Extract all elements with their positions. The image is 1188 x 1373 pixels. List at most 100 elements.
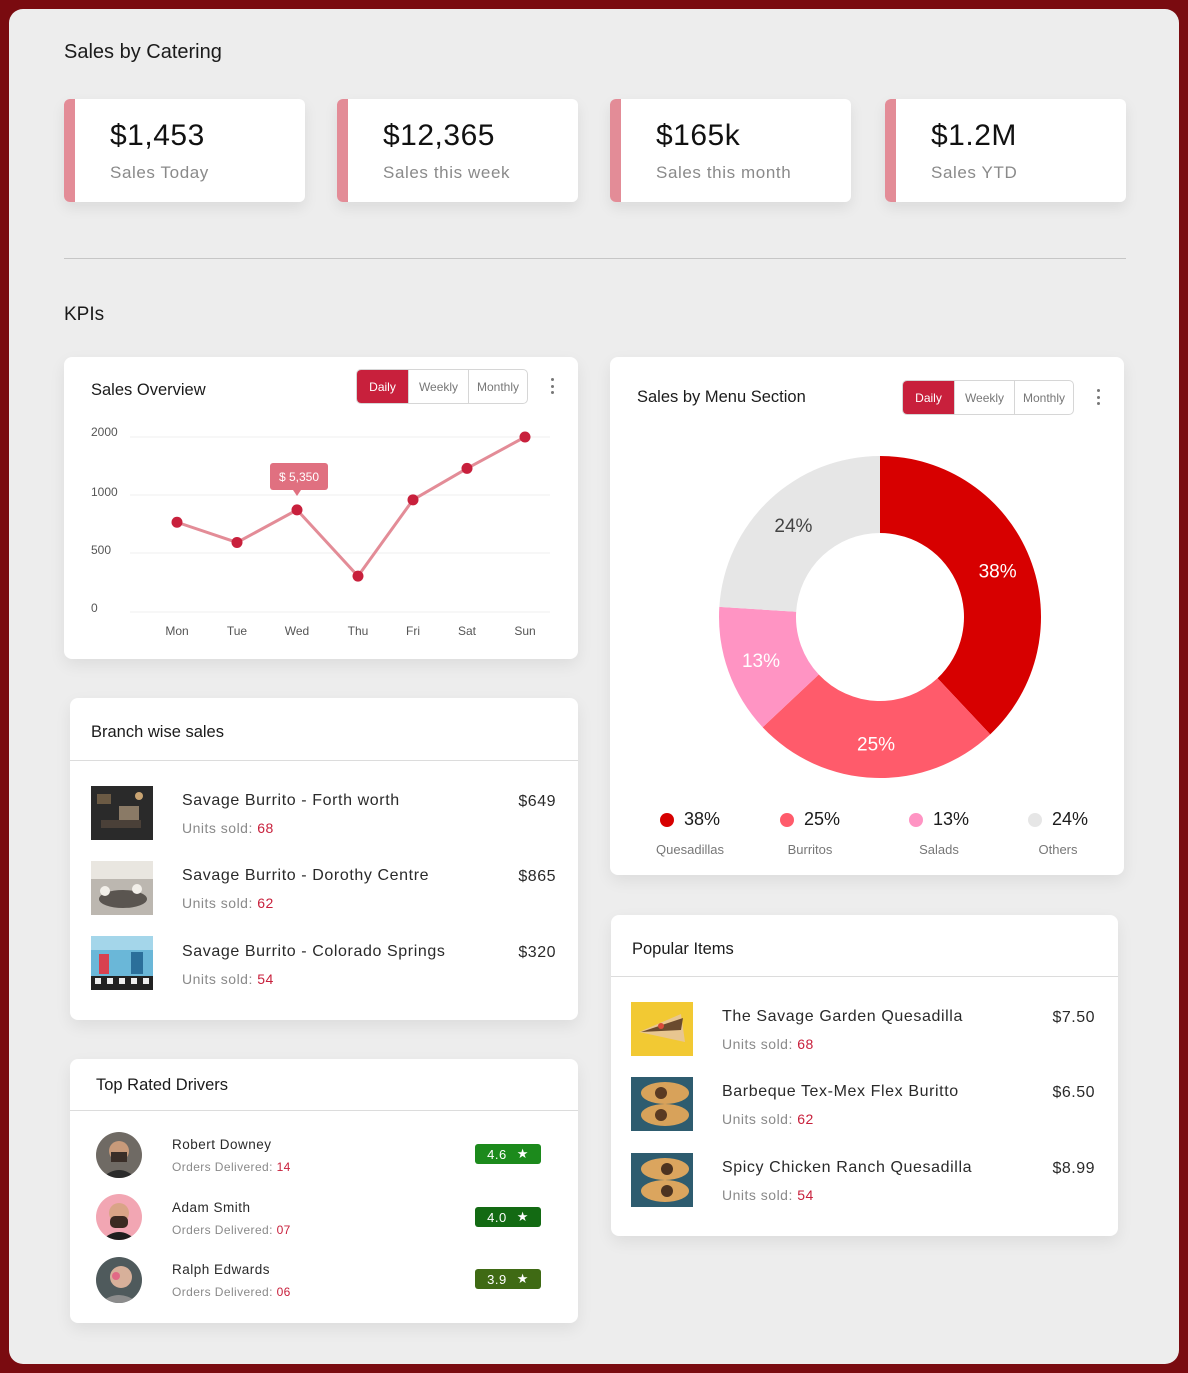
- driver-orders: Orders Delivered: 06: [172, 1285, 291, 1299]
- slice-label: 25%: [857, 734, 895, 755]
- branch-units: Units sold: 68: [182, 820, 274, 836]
- page-title: Sales by Catering: [64, 41, 222, 63]
- avatar: [96, 1194, 142, 1240]
- x-tick-label: Mon: [165, 624, 188, 638]
- y-tick-label: 2000: [91, 425, 118, 439]
- data-point: [407, 494, 419, 506]
- item-price: $7.50: [1052, 1009, 1095, 1026]
- stat-card-sales-today[interactable]: $1,453 Sales Today: [64, 99, 305, 202]
- item-name: The Savage Garden Quesadilla: [722, 1008, 963, 1025]
- rating-badge: 4.6 ★: [475, 1144, 541, 1164]
- legend-label: Others: [1038, 841, 1078, 857]
- driver-orders: Orders Delivered: 14: [172, 1160, 291, 1174]
- x-tick-label: Wed: [285, 624, 309, 638]
- drivers-card: Top Rated Drivers Robert Downey Orders D…: [70, 1059, 578, 1323]
- avatar: [96, 1257, 142, 1303]
- item-units: Units sold: 54: [722, 1187, 814, 1203]
- legend-label: Burritos: [787, 841, 833, 857]
- stat-accent-bar: [610, 99, 621, 202]
- stat-value: $1,453: [110, 119, 205, 152]
- branch-name: Savage Burrito - Colorado Springs: [182, 943, 446, 960]
- more-options-icon[interactable]: [1097, 389, 1101, 405]
- data-point: [291, 504, 303, 516]
- stat-label: Sales this month: [656, 163, 792, 182]
- item-thumbnail: [631, 1002, 693, 1056]
- data-point: [519, 431, 531, 443]
- x-tick-label: Sun: [514, 624, 535, 638]
- legend-item: 13% Salads: [884, 809, 994, 857]
- tab-weekly[interactable]: Weekly: [954, 381, 1014, 414]
- slice-label: 38%: [979, 561, 1017, 582]
- tab-daily[interactable]: Daily: [903, 381, 954, 414]
- slice-label: 24%: [774, 516, 812, 537]
- rating-badge: 4.0 ★: [475, 1207, 541, 1227]
- tooltip-box: [270, 463, 328, 490]
- legend-dot-icon: [908, 812, 923, 827]
- stat-card-sales-week[interactable]: $12,365 Sales this week: [337, 99, 578, 202]
- stat-card-sales-month[interactable]: $165k Sales this month: [610, 99, 851, 202]
- sales-overview-card: Sales Overview Daily Weekly Monthly 2000…: [64, 357, 578, 659]
- x-tick-label: Tue: [227, 624, 248, 638]
- x-tick-label: Fri: [406, 624, 420, 638]
- legend-label: Quesadillas: [656, 841, 724, 857]
- tab-monthly[interactable]: Monthly: [1014, 381, 1073, 414]
- driver-name: Ralph Edwards: [172, 1262, 271, 1277]
- card-divider: [70, 760, 578, 761]
- more-options-icon[interactable]: [551, 378, 555, 394]
- driver-name: Robert Downey: [172, 1137, 272, 1152]
- legend-value: 25%: [803, 809, 841, 829]
- donut-slice: [719, 606, 819, 728]
- legend-item: 38% Quesadillas: [635, 809, 745, 857]
- legend-dot-icon: [659, 812, 674, 827]
- legend-label: Salads: [919, 841, 959, 857]
- item-thumbnail: [631, 1153, 693, 1207]
- branch-price: $649: [518, 793, 556, 810]
- donut-slice: [719, 456, 880, 612]
- item-price: $6.50: [1052, 1084, 1095, 1101]
- legend-dot-icon: [1027, 812, 1042, 827]
- stat-value: $1.2M: [931, 119, 1017, 152]
- popular-items-card: Popular Items The Savage Garden Quesadil…: [611, 915, 1118, 1236]
- branch-thumbnail: [91, 786, 153, 840]
- card-divider: [70, 1110, 578, 1111]
- tab-monthly[interactable]: Monthly: [468, 370, 527, 403]
- y-tick-label: 1000: [91, 485, 118, 499]
- tab-daily[interactable]: Daily: [357, 370, 408, 403]
- legend-value: 38%: [683, 809, 721, 829]
- donut-slice: [762, 674, 991, 778]
- y-tick-label: 0: [91, 601, 98, 615]
- card-divider: [611, 976, 1118, 977]
- legend-dot-icon: [779, 812, 794, 827]
- section-divider: [64, 258, 1126, 259]
- item-price: $8.99: [1052, 1160, 1095, 1177]
- stat-label: Sales this week: [383, 163, 511, 182]
- period-toggle: Daily Weekly Monthly: [902, 380, 1074, 415]
- card-title: Sales by Menu Section: [637, 388, 806, 406]
- stat-value: $12,365: [383, 119, 495, 152]
- avatar: [96, 1132, 142, 1178]
- tooltip-text: $ 5,350: [279, 470, 319, 484]
- card-title: Popular Items: [632, 940, 734, 958]
- data-point: [171, 516, 183, 528]
- stat-accent-bar: [885, 99, 896, 202]
- item-units: Units sold: 62: [722, 1111, 814, 1127]
- menu-section-card: Sales by Menu Section Daily Weekly Month…: [610, 357, 1124, 875]
- tab-weekly[interactable]: Weekly: [408, 370, 468, 403]
- period-toggle: Daily Weekly Monthly: [356, 369, 528, 404]
- driver-name: Adam Smith: [172, 1200, 251, 1215]
- card-title: Sales Overview: [91, 381, 206, 399]
- chart-tooltip: $ 5,350: [270, 463, 328, 496]
- y-tick-label: 500: [91, 543, 111, 557]
- branch-thumbnail: [91, 861, 153, 915]
- stat-label: Sales YTD: [931, 163, 1018, 182]
- x-tick-label: Thu: [348, 624, 369, 638]
- x-tick-label: Sat: [458, 624, 477, 638]
- card-title: Top Rated Drivers: [96, 1076, 229, 1094]
- star-icon: ★: [516, 1146, 529, 1161]
- branch-name: Savage Burrito - Dorothy Centre: [182, 867, 430, 884]
- data-point: [461, 462, 473, 474]
- stat-accent-bar: [337, 99, 348, 202]
- stat-card-sales-ytd[interactable]: $1.2M Sales YTD: [885, 99, 1126, 202]
- stat-value: $165k: [656, 119, 741, 152]
- item-thumbnail: [631, 1077, 693, 1131]
